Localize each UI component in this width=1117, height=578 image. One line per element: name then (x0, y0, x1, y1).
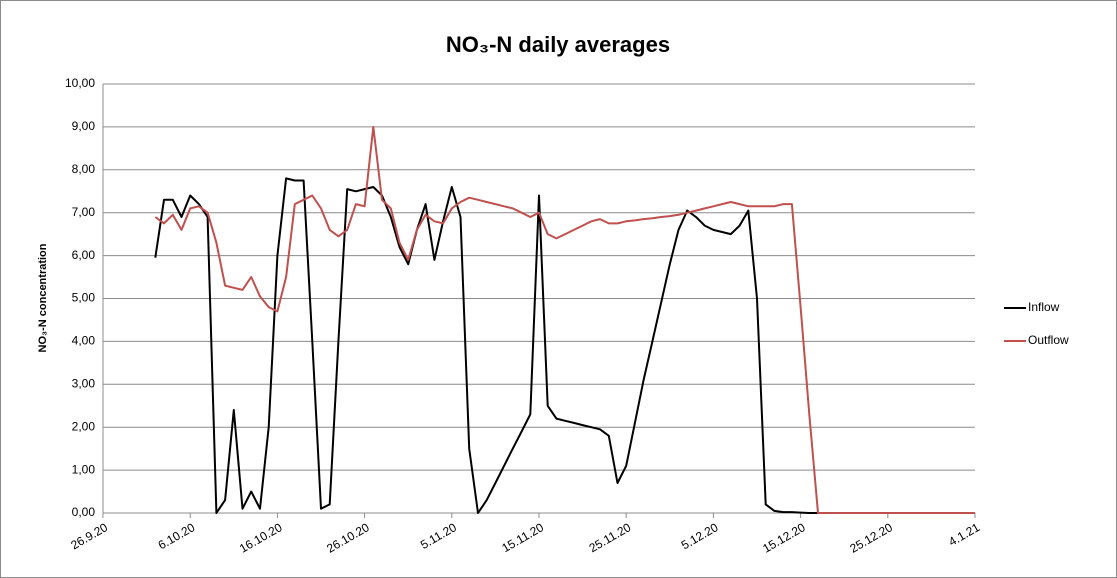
legend-label: Inflow (1028, 300, 1060, 314)
y-axis-label: NO₃-N concentration (37, 243, 49, 352)
y-tick-label: 1,00 (72, 462, 96, 476)
legend-label: Outflow (1028, 333, 1069, 347)
y-tick-label: 3,00 (72, 376, 96, 390)
y-tick-label: 2,00 (72, 419, 96, 433)
y-tick-label: 0,00 (72, 505, 96, 519)
series-line (154, 125, 975, 514)
y-tick-label: 6,00 (72, 248, 96, 262)
series-line (154, 177, 975, 514)
y-tick-label: 5,00 (72, 291, 96, 305)
y-tick-label: 7,00 (72, 205, 96, 219)
chart-title: NO₃-N daily averages (446, 32, 670, 57)
y-tick-label: 4,00 (72, 334, 96, 348)
y-tick-label: 8,00 (72, 162, 96, 176)
y-tick-label: 9,00 (72, 119, 96, 133)
y-tick-label: 10,00 (65, 76, 95, 90)
